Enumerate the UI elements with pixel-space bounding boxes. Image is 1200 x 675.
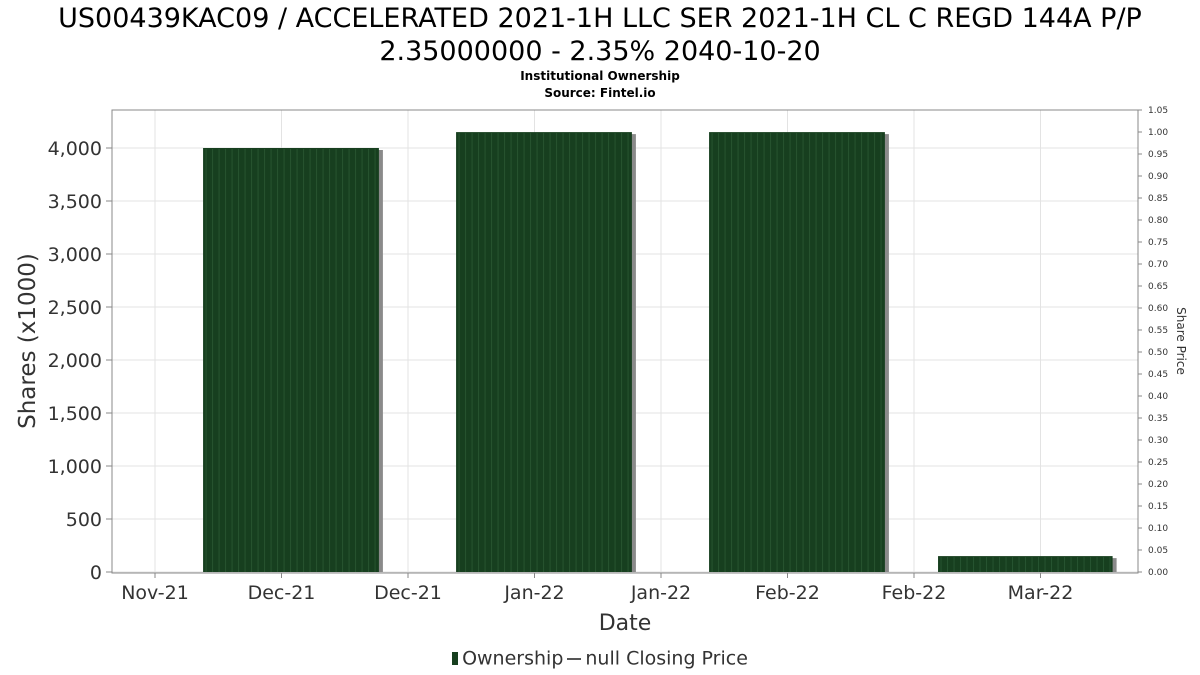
legend-closing-price: null Closing Price: [585, 647, 748, 670]
plot-frame: [111, 109, 1139, 574]
y2-tick-label: 0.50: [1148, 348, 1168, 358]
y-tick-label: 4,000: [48, 138, 102, 160]
y2-tick-label: 0.65: [1148, 282, 1168, 292]
y-tick-label: 2,500: [48, 297, 102, 319]
y-tick-label: 3,500: [48, 191, 102, 213]
y2-tick-label: 0.35: [1148, 414, 1168, 424]
y2-tick-label: 0.80: [1148, 216, 1168, 226]
x-tick-label: Mar-22: [1008, 582, 1074, 604]
x-tick-label: Nov-21: [121, 582, 189, 604]
x-tick-label: Dec-21: [374, 582, 442, 604]
chart-source: Source: Fintel.io: [544, 86, 656, 100]
y2-axis-label: Share Price: [1174, 307, 1188, 375]
y2-tick-label: 1.00: [1148, 128, 1168, 138]
x-axis-label: Date: [599, 611, 652, 636]
y-axis-label: Shares (x1000): [15, 253, 41, 429]
ownership-bars: [203, 132, 1117, 572]
y2-tick-label: 0.20: [1148, 480, 1168, 490]
y-tick-label: 1,500: [48, 403, 102, 425]
y-tick-label: 500: [66, 509, 102, 531]
y2-tick-label: 0.05: [1148, 546, 1168, 556]
closing-price-legend-swatch: [567, 657, 582, 660]
ownership-bar-stripes: [458, 133, 629, 572]
ownership-bar-stripes: [711, 133, 882, 572]
y2-tick-label: 0.85: [1148, 194, 1168, 204]
x-tick-label: Dec-21: [248, 582, 316, 604]
y2-tick-label: 0.75: [1148, 238, 1168, 248]
y2-tick-label: 0.95: [1148, 150, 1168, 160]
x-tick-label: Feb-22: [755, 582, 820, 604]
ownership-bar-stripes: [940, 557, 1111, 572]
y2-tick-label: 0.55: [1148, 326, 1168, 336]
y2-tick-label: 1.05: [1148, 106, 1168, 116]
y-tick-label: 3,000: [48, 244, 102, 266]
x-tick-label: Feb-22: [882, 582, 947, 604]
y2-tick-label: 0.45: [1148, 370, 1168, 380]
x-tick-label: Jan-22: [630, 582, 691, 604]
x-tick-label: Jan-22: [503, 582, 564, 604]
ownership-bar-stripes: [205, 149, 376, 572]
y2-tick-label: 0.10: [1148, 524, 1168, 534]
legend-ownership: Ownership: [462, 647, 564, 670]
chart-title-line2: 2.35000000 - 2.35% 2040-10-20: [379, 36, 821, 67]
legend: Ownership null Closing Price: [0, 647, 1200, 670]
y2-tick-label: 0.15: [1148, 502, 1168, 512]
y2-tick-label: 0.40: [1148, 392, 1168, 402]
y2-tick-label: 0.70: [1148, 260, 1168, 270]
y2-tick-label: 0.25: [1148, 458, 1168, 468]
y2-tick-label: 0.90: [1148, 172, 1168, 182]
y2-tick-label: 0.60: [1148, 304, 1168, 314]
y-tick-label: 1,000: [48, 456, 102, 478]
y2-tick-label: 0.30: [1148, 436, 1168, 446]
chart-subtitle: Institutional Ownership: [520, 69, 680, 83]
axes: 0 500 1,000 1,500 2,000 2,500 3,000 3,500 4,000 N…: [48, 106, 1169, 604]
y2-tick-label: 0.00: [1148, 568, 1168, 578]
chart-title: US00439KAC09 / ACCELERATED 2021-1H LLC S…: [58, 3, 1142, 34]
y-tick-label: 2,000: [48, 350, 102, 372]
ownership-legend-swatch: [452, 652, 459, 665]
y-tick-label: 0: [90, 562, 102, 584]
